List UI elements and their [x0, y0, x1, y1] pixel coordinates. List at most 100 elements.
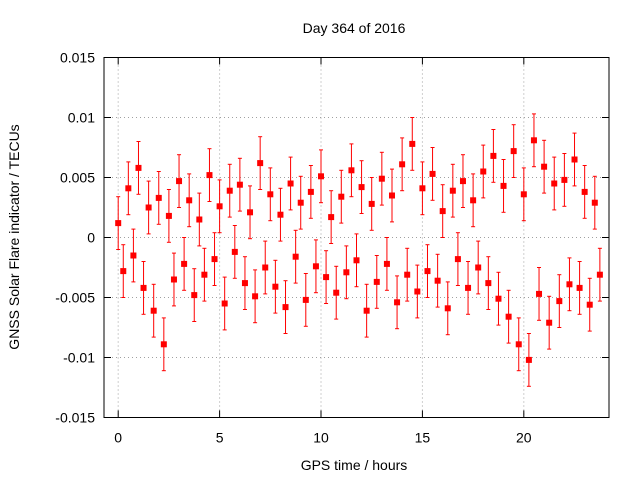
y-tick-label: 0	[87, 230, 95, 246]
data-point	[241, 256, 248, 310]
data-marker	[581, 188, 588, 195]
data-point	[404, 247, 411, 302]
data-point	[363, 283, 370, 338]
data-marker	[323, 274, 330, 281]
data-point	[378, 151, 385, 206]
data-marker	[191, 292, 198, 299]
x-tick-label: 15	[415, 430, 431, 446]
x-axis-label: GPS time / hours	[301, 457, 408, 473]
data-point	[160, 317, 167, 372]
data-marker	[505, 313, 512, 320]
y-tick-label: 0.01	[68, 110, 95, 126]
data-marker	[465, 284, 472, 291]
y-axis-label: GNSS Solar Flare indicator / TECUs	[6, 124, 22, 349]
data-marker	[388, 192, 395, 199]
data-marker	[302, 296, 309, 303]
data-marker	[125, 185, 132, 192]
data-marker	[135, 164, 142, 171]
y-tick-label: 0.015	[60, 50, 95, 66]
data-marker	[449, 187, 456, 194]
data-point	[368, 177, 375, 231]
data-marker	[226, 187, 233, 194]
data-point	[429, 147, 436, 201]
data-point	[541, 139, 548, 194]
data-marker	[541, 163, 548, 170]
data-marker	[115, 220, 122, 227]
data-marker	[429, 170, 436, 177]
data-point	[500, 159, 507, 213]
data-marker	[170, 276, 177, 283]
data-marker	[186, 197, 193, 204]
x-tick-label: 0	[114, 430, 122, 446]
data-point	[591, 175, 598, 230]
data-point	[201, 247, 208, 302]
data-marker	[252, 293, 259, 300]
data-point	[145, 180, 152, 235]
data-point	[267, 167, 274, 222]
data-point	[211, 232, 218, 286]
data-marker	[155, 194, 162, 201]
data-point	[399, 137, 406, 192]
data-point	[196, 192, 203, 247]
data-point	[170, 252, 177, 307]
data-marker	[510, 148, 517, 155]
data-marker	[206, 172, 213, 179]
data-marker	[176, 178, 183, 185]
data-point	[338, 169, 345, 224]
data-marker	[454, 256, 461, 263]
data-point	[150, 283, 157, 338]
tick-labels: 0 5 10 15 20 -0.015 -0.01 -0.005 0 0.005 0.01 0.015	[55, 50, 532, 446]
x-tick-label: 10	[313, 430, 329, 446]
data-point	[530, 113, 537, 168]
y-tick-label: 0.005	[60, 170, 95, 186]
x-tick-label: 20	[516, 430, 532, 446]
data-marker	[201, 271, 208, 278]
data-point	[191, 268, 198, 322]
data-marker	[312, 263, 319, 270]
data-point	[510, 124, 517, 178]
data-point	[546, 295, 553, 350]
data-point	[216, 179, 223, 234]
data-marker	[292, 253, 299, 260]
data-point	[257, 136, 264, 190]
data-point	[181, 237, 188, 291]
data-marker	[165, 212, 172, 219]
data-point	[434, 253, 441, 308]
data-point	[520, 167, 527, 222]
data-marker	[196, 216, 203, 223]
data-marker	[247, 209, 254, 216]
data-marker	[267, 191, 274, 198]
data-marker	[318, 173, 325, 180]
data-point	[292, 229, 299, 284]
data-marker	[363, 307, 370, 314]
data-point	[551, 156, 558, 211]
data-point	[252, 269, 259, 324]
data-marker	[515, 341, 522, 348]
data-marker	[470, 197, 477, 204]
data-point	[444, 281, 451, 336]
data-point	[155, 171, 162, 225]
data-marker	[551, 180, 558, 187]
data-point	[561, 153, 568, 207]
data-point	[221, 276, 228, 331]
data-point	[394, 275, 401, 330]
data-marker	[181, 260, 188, 267]
data-point	[424, 244, 431, 298]
data-point	[414, 264, 421, 319]
data-marker	[358, 184, 365, 191]
data-point	[576, 261, 583, 315]
data-marker	[409, 140, 416, 147]
data-marker	[328, 214, 335, 221]
data-point	[135, 141, 142, 195]
data-point	[272, 259, 279, 314]
data-marker	[591, 199, 598, 206]
data-marker	[262, 264, 269, 271]
data-marker	[546, 319, 553, 326]
data-marker	[221, 300, 228, 307]
data-series	[115, 113, 603, 387]
data-marker	[338, 193, 345, 200]
data-marker	[596, 271, 603, 278]
data-point	[449, 163, 456, 218]
data-point	[323, 250, 330, 304]
data-point	[125, 161, 132, 216]
